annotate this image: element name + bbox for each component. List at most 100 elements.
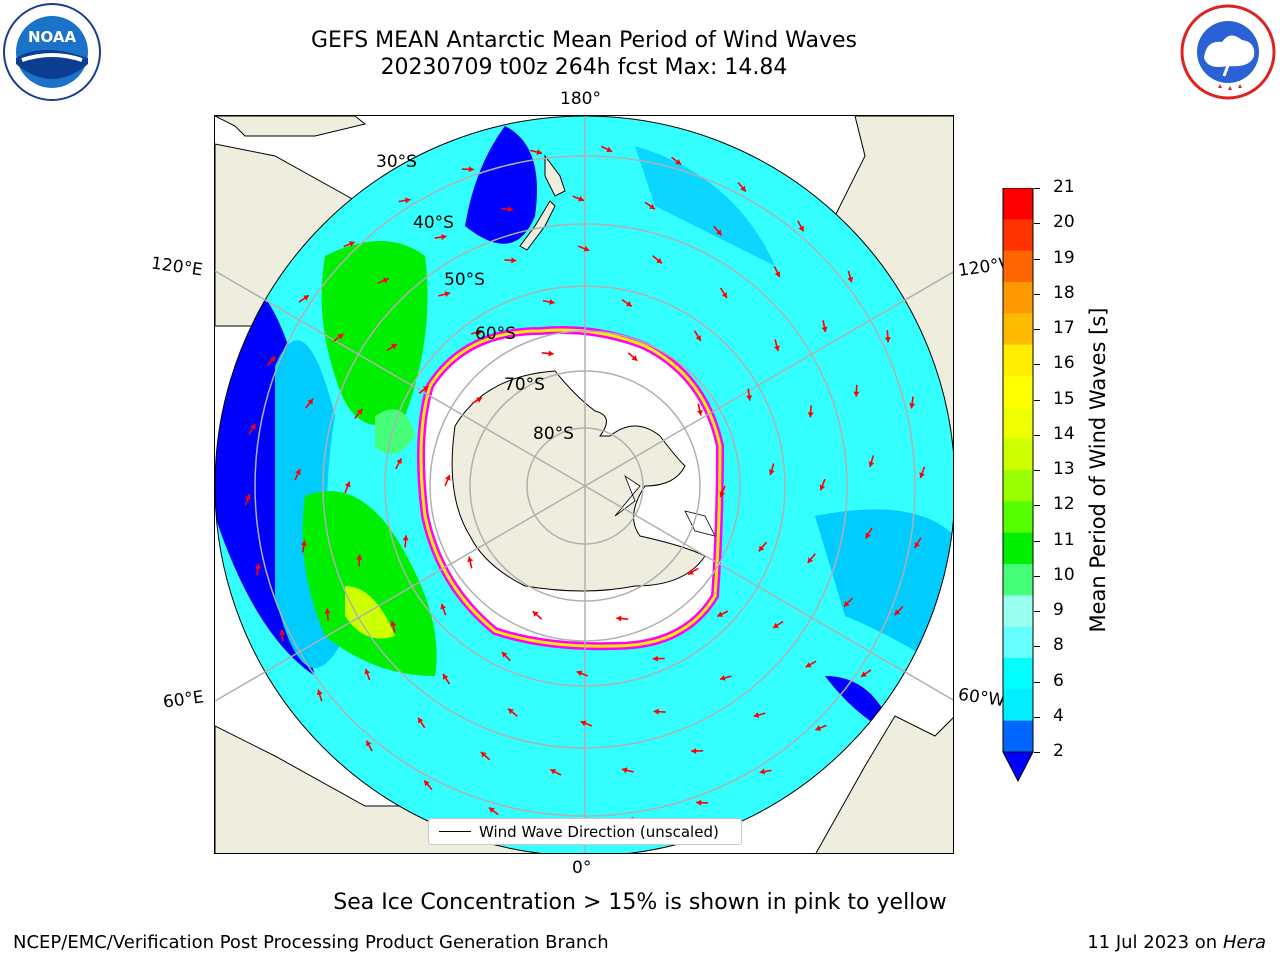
wind-wave-arrowhead [507,206,513,213]
wind-wave-arrowhead [511,257,517,264]
lat-label-60s: 60°S [475,324,516,344]
wind-wave-arrowhead [390,620,397,627]
wind-wave-arrowhead [649,203,655,210]
wind-wave-arrowhead [819,484,826,491]
wind-wave-arrowhead [548,350,554,357]
colorbar-swatch [1003,376,1033,408]
nws-logo [1178,2,1278,102]
wind-wave-arrowhead [402,535,409,541]
colorbar-tick-label: 10 [1053,564,1075,585]
land-antarctica [451,370,716,592]
colorbar-swatch [1003,564,1033,596]
colorbar-swatch [1003,626,1033,659]
wind-wave-arrowhead [356,409,363,415]
wind-wave-arrowhead [807,412,814,418]
chart-title: GEFS MEAN Antarctic Mean Period of Wind … [311,28,857,53]
high-period-region-2 [302,491,437,676]
sea-ice-note: Sea Ice Concentration > 15% is shown in … [333,890,947,915]
colorbar-swatch [1003,219,1033,252]
wind-wave-arrowhead [295,469,301,475]
wind-wave-arrowhead [337,333,344,340]
wind-wave-arrowhead [576,670,583,677]
wind-wave-arrowhead [798,225,804,232]
colorbar-tick-label: 8 [1053,635,1064,656]
wind-wave-arrowhead [316,689,323,696]
land-new-zealand [519,154,566,251]
colorbar-tick-mark [1034,611,1040,612]
wind-wave-arrowhead [914,542,920,548]
lat-label-80s: 80°S [533,424,574,444]
wind-wave-arrowhead [578,195,584,202]
wind-wave-arrowhead [404,197,411,204]
wind-wave-arrowhead [894,609,901,616]
wind-wave-arrowhead [853,391,860,397]
colorbar-tick-mark [1034,364,1040,366]
colorbar-tick-label: 18 [1053,282,1075,303]
footer-date-text: 11 Jul 2023 on [1087,932,1223,953]
wind-wave-arrowhead [675,159,682,165]
lon-label-180: 180° [560,89,601,109]
wind-wave-arrowhead [441,234,447,240]
wind-wave-arrowhead [691,747,697,754]
wind-wave-arrowhead [774,271,781,278]
colorbar-tick-label: 15 [1053,388,1075,409]
colorbar-tick-mark [1034,505,1040,507]
colorbar-swatch [1003,501,1033,534]
colorbar-tick-mark [1034,752,1040,753]
wind-wave-arrowhead [719,674,726,681]
wind-wave-arrowhead [245,493,251,500]
colorbar-tick-label: 16 [1053,353,1075,374]
colorbar-swatch [1003,250,1033,283]
wind-wave-arrowhead [382,277,389,284]
wind-wave-arrowhead [536,149,543,155]
wind-wave-arrowhead [468,166,474,173]
footer-machine: Hera [1222,932,1266,953]
colorbar-tick-label: 13 [1053,459,1075,479]
colorbar-swatch [1003,438,1033,471]
wind-wave-arrowhead [477,329,483,336]
colorbar-tick-mark [1034,223,1040,225]
wind-wave-arrowhead [861,671,867,677]
colorbar-tick-label: 2 [1053,741,1064,761]
wind-wave-arrowhead [488,807,495,813]
lon-label-0: 0° [572,858,592,878]
wind-wave-arrowhead [656,257,662,264]
colorbar-tick-mark [1034,470,1040,471]
wind-wave-arrowhead [821,326,828,333]
wind-wave-arrowhead [480,751,487,758]
wind-wave-arrowhead [254,563,261,569]
wind-wave-arrowhead [418,717,424,724]
wind-wave-arrowhead [753,712,760,718]
wind-wave-arrowhead [279,629,286,635]
colorbar-swatch [1003,595,1033,628]
colorbar-tick-label: 4 [1053,705,1064,726]
colorbar-swatch [1003,344,1033,377]
wind-wave-arrowhead [250,424,256,430]
wind-wave-arrowhead [300,540,307,546]
wind-wave-arrowhead [653,708,659,715]
colorbar-tick-label: 14 [1053,423,1075,444]
wind-wave-arrowhead [476,397,483,403]
wind-wave-arrowhead [444,291,451,298]
wind-wave-arrowhead [356,554,363,560]
colorbar-tick-mark [1034,188,1040,189]
wind-wave-arrowhead [717,611,723,617]
wind-wave-arrowhead [532,611,539,617]
wind-wave-arrowhead [348,241,355,247]
wind-wave-arrowhead [807,557,814,563]
wind-wave-arrowhead [424,780,430,787]
wind-wave-arrowhead [307,398,314,405]
wind-wave-arrowhead [625,301,632,307]
colorbar-swatches [1002,187,1034,783]
wind-wave-arrowhead [344,481,351,488]
lat-label-30s: 30°S [376,152,417,172]
colorbar-tick-label: 6 [1053,670,1064,691]
legend-label: Wind Wave Direction (unscaled) [479,822,719,841]
colorbar-tick-mark [1034,716,1040,718]
lon-label-60e: 60°E [161,687,206,713]
colorbar-tick-mark [1034,329,1040,330]
wind-wave-arrowhead [815,725,822,731]
chart-subtitle: 20230709 t00z 264h fcst Max: 14.84 [380,55,788,80]
wind-wave-arrowhead [909,403,916,409]
colorbar-swatch [1003,689,1033,722]
